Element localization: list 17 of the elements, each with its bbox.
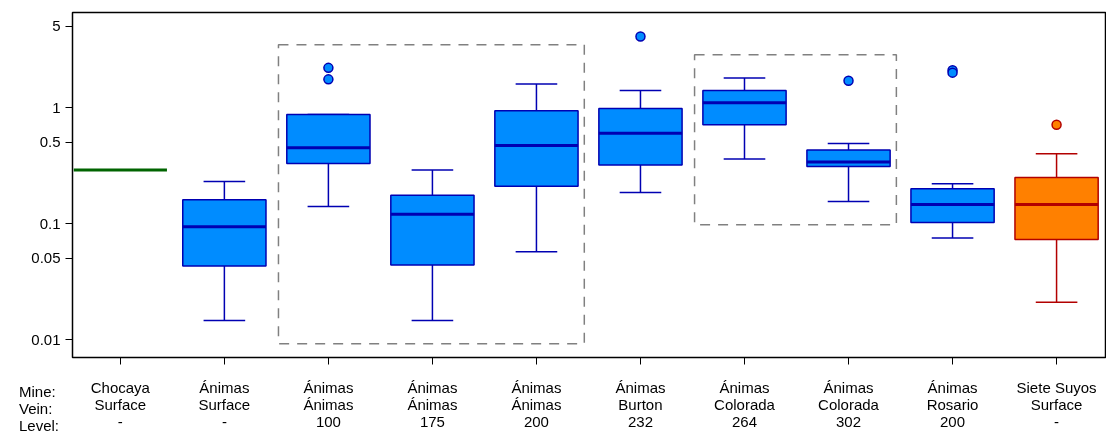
x-axis-title: Mine: Vein: Level:: [19, 383, 60, 434]
x-tick-label: Ánimas Ánimas 100: [303, 378, 354, 430]
x-tick-label: Siete Suyos Surface -: [1016, 378, 1097, 430]
y-tick-label: 0.1: [39, 214, 61, 232]
x-tick-label: Chocaya Surface -: [90, 378, 151, 430]
y-tick-label: 0.05: [31, 249, 61, 267]
x-tick-label: Ánimas Burton 232: [615, 378, 666, 430]
x-tick-label: Ánimas Ánimas 175: [407, 378, 458, 430]
x-tick-label: Ánimas Rosario 200: [926, 378, 979, 430]
y-tick-label: 0.01: [31, 330, 61, 348]
y-tick-label: 0.5: [39, 133, 61, 151]
x-tick-label: Ánimas Ánimas 200: [511, 378, 562, 430]
x-tick-label: Ánimas Surface -: [198, 378, 251, 430]
x-tick-label: Ánimas Colorada 264: [714, 378, 776, 430]
y-tick-label: 1: [52, 98, 61, 116]
x-tick-label: Ánimas Colorada 302: [818, 378, 880, 430]
y-tick-label: 5: [52, 17, 61, 35]
